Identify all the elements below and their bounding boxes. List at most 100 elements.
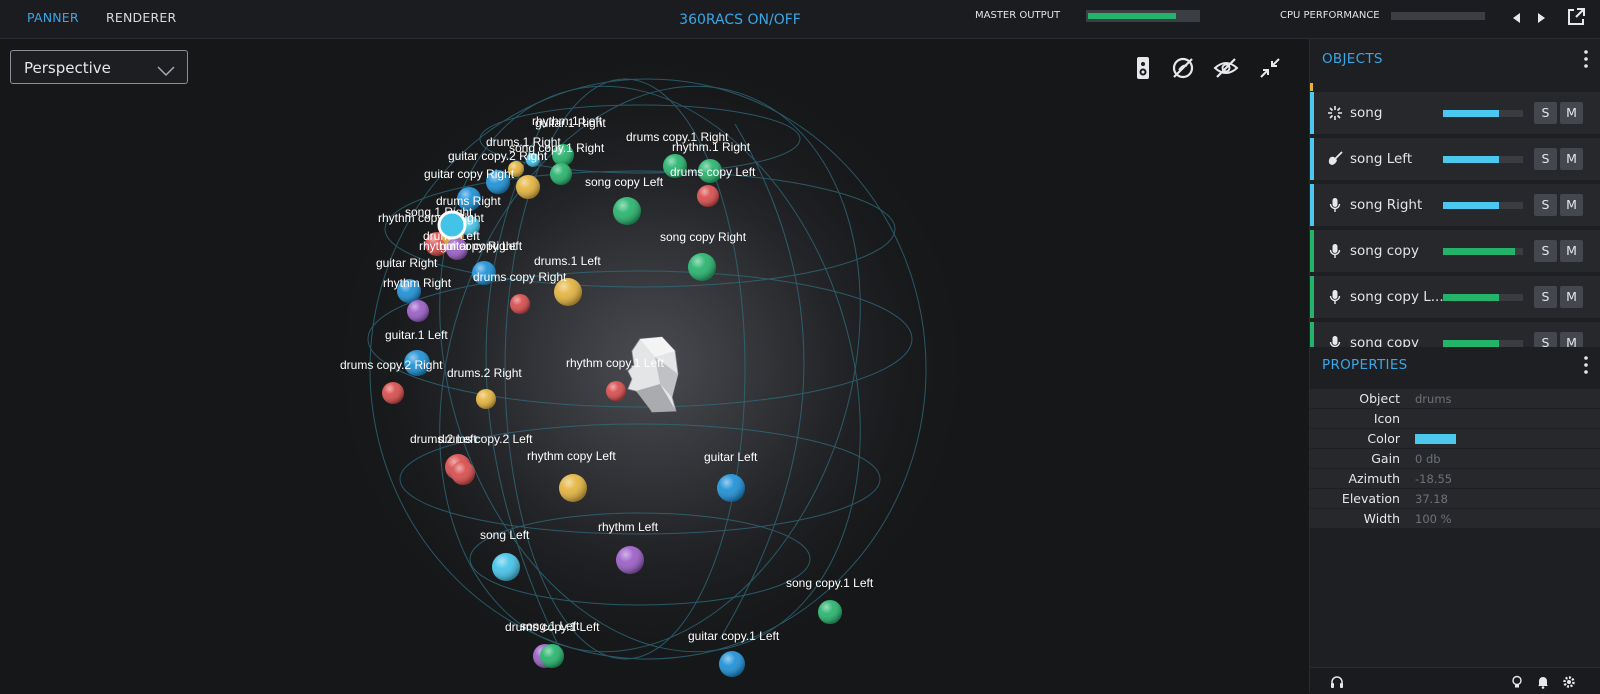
property-row[interactable]: Icon: [1310, 409, 1600, 428]
scene-object-shine: [382, 382, 404, 404]
object-gain-slider[interactable]: [1443, 202, 1523, 209]
panner-viewport[interactable]: rhythm.1 Left guitar.1 Right drums.1 Right…: [0, 39, 1309, 693]
scene-object[interactable]: song copy Left: [585, 175, 664, 225]
tab-panner[interactable]: PANNER: [27, 10, 79, 25]
object-row[interactable]: song copy S M: [1310, 230, 1600, 272]
scene-object[interactable]: guitar copy.1 Left: [688, 629, 780, 677]
scene-object[interactable]: song copy Right: [660, 230, 747, 281]
property-row[interactable]: Azimuth -18.55: [1310, 469, 1600, 488]
solo-button[interactable]: S: [1534, 286, 1557, 308]
mute-button[interactable]: M: [1560, 194, 1583, 216]
property-value[interactable]: drums: [1415, 392, 1452, 406]
scene-object[interactable]: drums Right: [436, 187, 501, 211]
mute-button[interactable]: M: [1560, 240, 1583, 262]
scene-object-label: drums copy.2 Left: [438, 432, 533, 446]
gear-icon[interactable]: [1562, 674, 1576, 688]
object-row[interactable]: song copy S M: [1310, 322, 1600, 347]
scene-object[interactable]: drums.1 Right: [486, 135, 561, 177]
headphones-icon[interactable]: [1330, 674, 1344, 688]
property-value[interactable]: 0 db: [1415, 452, 1441, 466]
property-row[interactable]: Gain 0 db: [1310, 449, 1600, 468]
scene-object[interactable]: rhythm Left: [598, 520, 659, 574]
property-key: Gain: [1371, 451, 1400, 466]
object-row[interactable]: song Left S M: [1310, 138, 1600, 180]
scene-object[interactable]: rhythm.1 Right: [672, 140, 751, 183]
selected-object-marker[interactable]: [437, 210, 467, 240]
scene-object[interactable]: guitar copy Left: [440, 239, 523, 285]
scene-object-shine: [476, 389, 496, 409]
scene-object[interactable]: song copy.1 Left: [786, 576, 874, 624]
360racs-toggle[interactable]: 360RACS ON/OFF: [679, 12, 801, 28]
solo-button[interactable]: S: [1534, 148, 1557, 170]
color-swatch[interactable]: [1415, 434, 1456, 444]
object-row[interactable]: song S M: [1310, 92, 1600, 134]
property-row[interactable]: Width 100 %: [1310, 509, 1600, 528]
object-gain-slider[interactable]: [1443, 294, 1523, 301]
scene-object[interactable]: song copy.1 Right: [509, 141, 605, 185]
property-value[interactable]: -18.55: [1415, 472, 1453, 486]
scene-object[interactable]: drums copy Left: [670, 165, 756, 207]
object-gain-slider[interactable]: [1443, 248, 1523, 255]
eye-off-icon[interactable]: [1213, 55, 1239, 81]
scene-object-label: drums copy.1 Left: [505, 620, 600, 634]
scene-object[interactable]: guitar Right: [376, 256, 438, 303]
scene-object[interactable]: rhythm copy Right: [419, 238, 516, 260]
bell-icon[interactable]: [1536, 674, 1550, 689]
scene-object-shine: [508, 161, 524, 177]
triangle-left-icon[interactable]: [1510, 10, 1522, 24]
scene-object[interactable]: drums copy Right: [473, 270, 567, 314]
mute-button[interactable]: M: [1560, 102, 1583, 124]
property-row[interactable]: Color: [1310, 429, 1600, 448]
object-gain-slider[interactable]: [1443, 340, 1523, 347]
solo-button[interactable]: S: [1534, 240, 1557, 262]
scene-object[interactable]: guitar copy Right: [424, 167, 515, 194]
speaker-icon[interactable]: [1130, 55, 1156, 81]
scene-object[interactable]: drums copy.2 Right: [340, 358, 443, 404]
property-key: Icon: [1373, 411, 1400, 426]
solo-button[interactable]: S: [1534, 332, 1557, 347]
view-mode-dropdown[interactable]: Perspective: [10, 50, 188, 84]
property-value[interactable]: 37.18: [1415, 492, 1448, 506]
scene-object[interactable]: drums copy.2 Left: [438, 432, 533, 485]
triangle-right-icon[interactable]: [1536, 10, 1548, 24]
scene-object[interactable]: drums.1 Left: [534, 254, 601, 306]
object-gain-slider[interactable]: [1443, 110, 1523, 117]
scene-object[interactable]: rhythm copy Left: [527, 449, 616, 502]
scene-object[interactable]: guitar.1 Right: [526, 116, 606, 167]
scene-object-shine: [472, 261, 496, 285]
scene-object[interactable]: song Left: [480, 528, 530, 581]
property-value[interactable]: 100 %: [1415, 512, 1452, 526]
mute-button[interactable]: M: [1560, 286, 1583, 308]
scene-object[interactable]: guitar.1 Left: [385, 328, 448, 376]
scene-object[interactable]: rhythm Right: [383, 276, 452, 322]
mute-button[interactable]: M: [1560, 332, 1583, 347]
object-row[interactable]: song copy L... S M: [1310, 276, 1600, 318]
property-row[interactable]: Object drums: [1310, 389, 1600, 408]
scene-object[interactable]: guitar Left: [704, 450, 758, 502]
kebab-menu-icon[interactable]: [1583, 355, 1589, 375]
scene-object[interactable]: drums copy.1 Right: [626, 130, 729, 178]
tab-renderer[interactable]: RENDERER: [106, 10, 177, 25]
mute-button[interactable]: M: [1560, 148, 1583, 170]
lightbulb-icon[interactable]: [1510, 674, 1524, 688]
collapse-arrows-icon[interactable]: [1257, 55, 1283, 81]
crossed-circle-icon[interactable]: [1170, 55, 1196, 81]
object-row[interactable]: song Right S M: [1310, 184, 1600, 226]
scene-object[interactable]: drums.2 Right: [447, 366, 522, 409]
solo-button[interactable]: S: [1534, 194, 1557, 216]
scene-object[interactable]: guitar copy.2 Right: [448, 149, 548, 199]
solo-button[interactable]: S: [1534, 102, 1557, 124]
scene-object[interactable]: rhythm copy.1 Left: [566, 356, 664, 401]
property-row[interactable]: Elevation 37.18: [1310, 489, 1600, 508]
external-window-icon[interactable]: [1566, 7, 1586, 27]
kebab-menu-icon[interactable]: [1583, 49, 1589, 69]
object-gain-slider[interactable]: [1443, 156, 1523, 163]
scene-object[interactable]: rhythm.1 Left: [532, 114, 603, 166]
scene-object-shine: [616, 546, 644, 574]
scene-object-label: rhythm copy Left: [527, 449, 616, 463]
scene-object-label: song.1 Left: [520, 619, 580, 633]
scene-object[interactable]: song.1 Left: [520, 619, 580, 668]
